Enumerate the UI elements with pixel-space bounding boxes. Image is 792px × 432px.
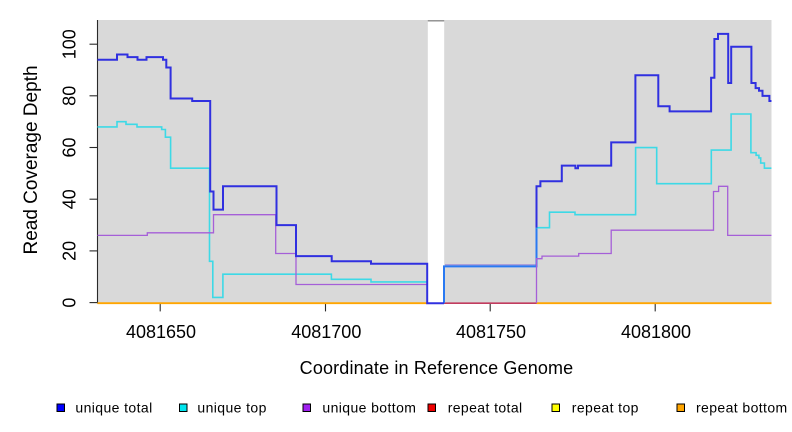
svg-text:Coordinate in Reference Genome: Coordinate in Reference Genome (300, 358, 574, 378)
svg-text:60: 60 (59, 137, 79, 157)
svg-text:repeat top: repeat top (572, 400, 639, 416)
svg-text:40: 40 (59, 189, 79, 209)
svg-text:Read Coverage Depth: Read Coverage Depth (21, 65, 42, 254)
svg-text:4081750: 4081750 (456, 322, 526, 342)
svg-text:80: 80 (59, 86, 79, 106)
svg-text:4081800: 4081800 (621, 322, 691, 342)
svg-text:100: 100 (59, 29, 79, 59)
svg-text:unique top: unique top (197, 400, 266, 416)
svg-text:20: 20 (59, 241, 79, 261)
svg-text:repeat total: repeat total (448, 400, 523, 416)
svg-text:0: 0 (59, 298, 79, 308)
svg-text:4081650: 4081650 (126, 322, 196, 342)
svg-text:repeat bottom: repeat bottom (696, 400, 788, 416)
svg-text:unique bottom: unique bottom (322, 400, 416, 416)
svg-text:unique total: unique total (75, 400, 152, 416)
svg-text:4081700: 4081700 (291, 322, 361, 342)
